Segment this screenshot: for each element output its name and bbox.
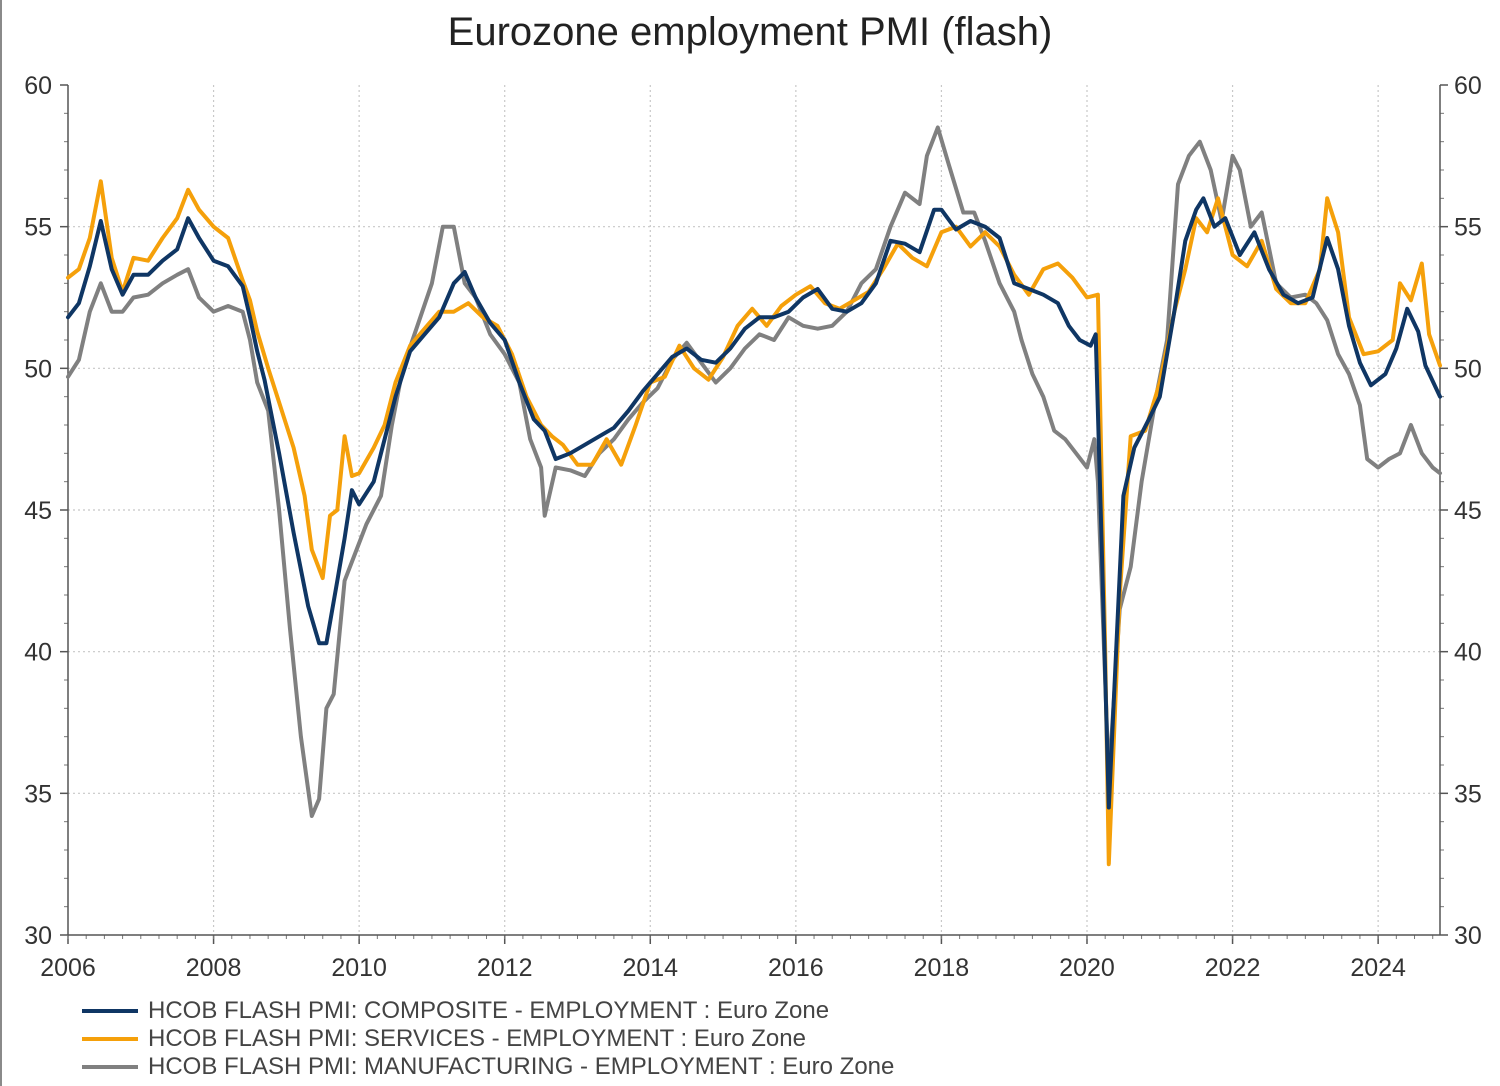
x-tick-label: 2012: [477, 954, 533, 982]
y-tick-label-right: 35: [1454, 780, 1482, 808]
y-tick-label-left: 60: [24, 72, 52, 100]
legend-item-composite: HCOB FLASH PMI: COMPOSITE - EMPLOYMENT :…: [82, 997, 894, 1025]
x-tick-label: 2008: [186, 954, 242, 982]
series-group: [66, 125, 1442, 867]
x-tick-label: 2018: [914, 954, 970, 982]
series-manufacturing-line: [66, 125, 1442, 818]
x-tick-label: 2006: [40, 954, 96, 982]
legend-item-manufacturing: HCOB FLASH PMI: MANUFACTURING - EMPLOYME…: [82, 1053, 894, 1081]
legend-label-composite: HCOB FLASH PMI: COMPOSITE - EMPLOYMENT :…: [148, 997, 830, 1024]
legend-item-services: HCOB FLASH PMI: SERVICES - EMPLOYMENT : …: [82, 1025, 894, 1053]
x-tick-label: 2010: [331, 954, 387, 982]
y-tick-label-right: 30: [1454, 922, 1482, 950]
y-tick-label-left: 45: [24, 497, 52, 525]
grid-lines: [68, 85, 1440, 935]
y-tick-label-right: 60: [1454, 72, 1482, 100]
legend-label-services: HCOB FLASH PMI: SERVICES - EMPLOYMENT : …: [148, 1025, 806, 1052]
series-composite-line: [66, 196, 1442, 810]
y-tick-label-left: 55: [24, 214, 52, 242]
y-tick-label-left: 40: [24, 639, 52, 667]
x-tick-label: 2022: [1205, 954, 1261, 982]
y-tick-label-left: 50: [24, 355, 52, 383]
chart-title: Eurozone employment PMI (flash): [447, 10, 1053, 54]
y-tick-label-right: 40: [1454, 639, 1482, 667]
y-tick-label-left: 30: [24, 922, 52, 950]
y-tick-label-left: 35: [24, 780, 52, 808]
y-tick-label-right: 50: [1454, 355, 1482, 383]
x-tick-label: 2014: [622, 954, 678, 982]
x-tick-label: 2016: [768, 954, 824, 982]
x-tick-label: 2024: [1350, 954, 1406, 982]
axes: 60 60 55 55 50 50 45 45 40 40 35 35 30 30 2006 2008 2010…: [24, 72, 1482, 982]
y-tick-label-right: 45: [1454, 497, 1482, 525]
x-tick-label: 2020: [1059, 954, 1115, 982]
legend-label-manufacturing: HCOB FLASH PMI: MANUFACTURING - EMPLOYME…: [148, 1053, 895, 1080]
series-services-line: [66, 179, 1442, 867]
y-tick-label-right: 55: [1454, 214, 1482, 242]
legend-swatch-services: [82, 1037, 138, 1041]
legend-swatch-composite: [82, 1009, 138, 1013]
legend: HCOB FLASH PMI: COMPOSITE - EMPLOYMENT :…: [82, 997, 894, 1081]
legend-swatch-manufacturing: [82, 1065, 138, 1069]
